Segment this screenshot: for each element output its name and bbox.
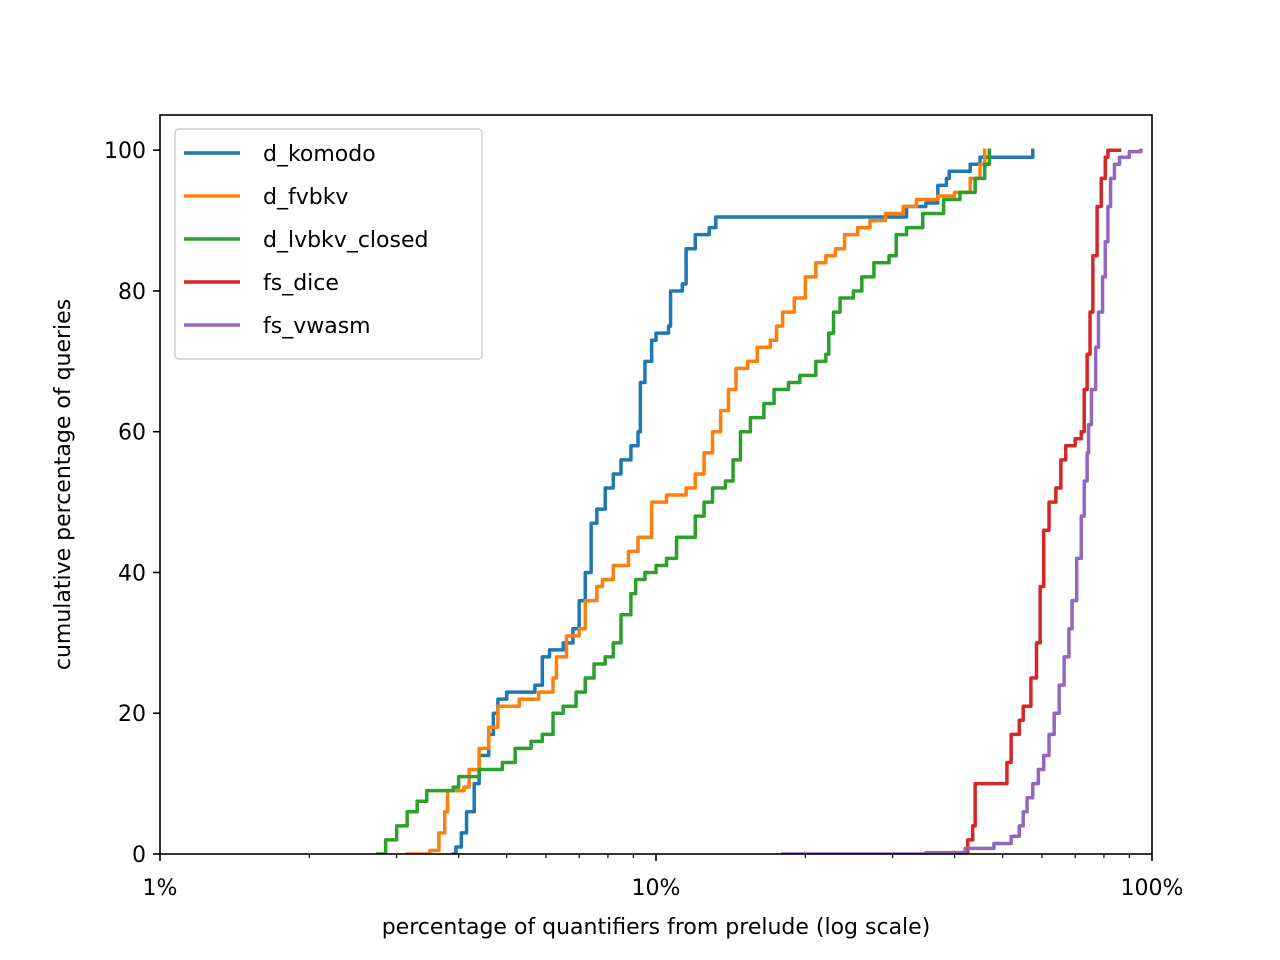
- series-line-d-fvbkv: [405, 148, 987, 854]
- x-tick-label: 100%: [1121, 876, 1184, 901]
- plot-area: [376, 148, 1143, 854]
- y-tick-label: 80: [118, 280, 146, 305]
- axes: 1% 10% 100% 0 20 40 60 80 100: [104, 114, 1184, 901]
- series-line-d-komodo: [451, 148, 1035, 854]
- legend-label: d_lvbkv_closed: [263, 228, 428, 253]
- legend-label: d_fvbkv: [263, 185, 348, 210]
- x-tick-label: 10%: [632, 876, 681, 901]
- series-line-fs-dice: [960, 148, 1122, 854]
- y-tick-label: 60: [118, 421, 146, 446]
- legend-label: fs_vwasm: [263, 314, 371, 339]
- legend-label: d_komodo: [263, 142, 376, 167]
- legend-label: fs_dice: [263, 271, 339, 296]
- legend: d_komodo d_fvbkv d_lvbkv_closed fs_dice fs_v…: [174, 128, 483, 360]
- legend-box: [174, 128, 483, 360]
- y-tick-label: 20: [118, 702, 146, 727]
- y-axis-label: cumulative percentage of queries: [51, 299, 76, 670]
- y-tick-label: 0: [132, 843, 146, 868]
- series-line-fs-vwasm: [780, 148, 1143, 854]
- y-tick-label: 100: [104, 139, 146, 164]
- series-line-d-lvbkv-closed: [376, 148, 992, 854]
- x-tick-label: 1%: [143, 876, 178, 901]
- x-axis-label: percentage of quantifiers from prelude (…: [382, 915, 931, 940]
- y-tick-label: 40: [118, 561, 146, 586]
